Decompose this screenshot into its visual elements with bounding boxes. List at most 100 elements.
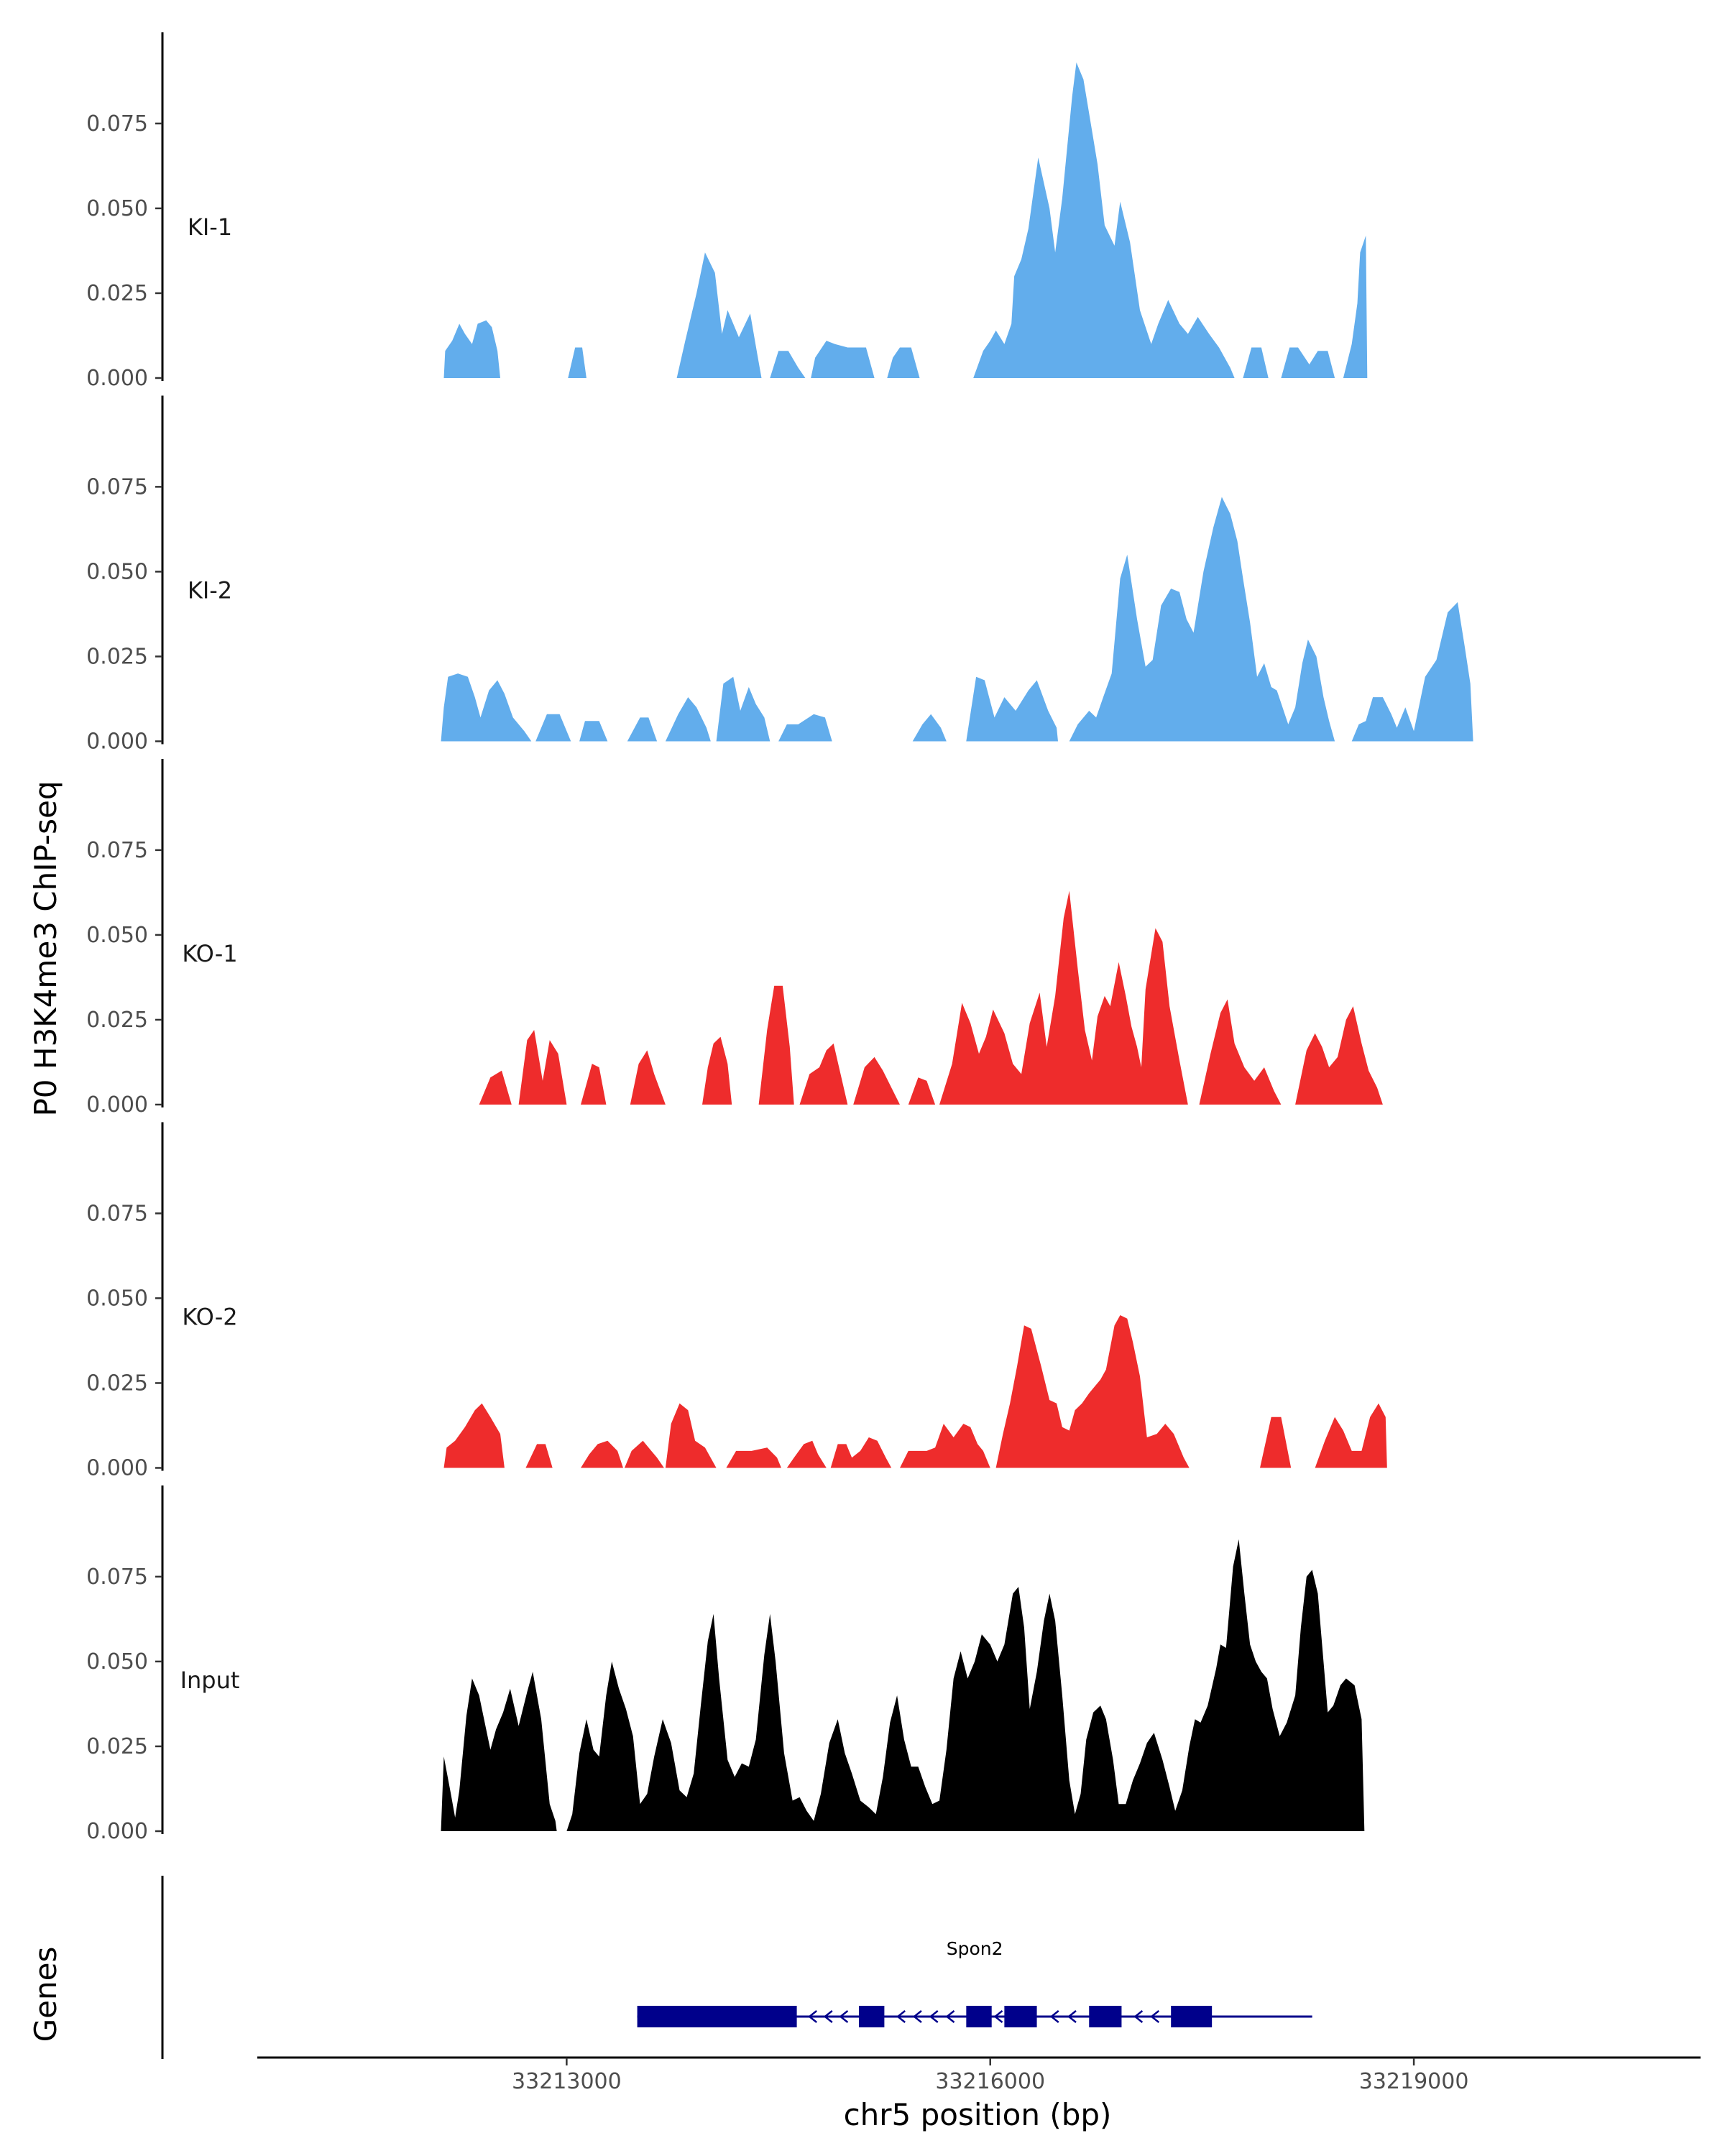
y-tick-label: 0.025: [86, 1008, 148, 1033]
signal-area: [568, 347, 586, 378]
track-label: KI-2: [188, 576, 232, 604]
exon-block: [1089, 2006, 1122, 2027]
strand-arrow: [993, 2010, 1003, 2023]
signal-area: [443, 1403, 505, 1468]
strand-arrow: [929, 2010, 939, 2023]
x-axis: 33213000 33216000 33219000: [257, 2056, 1701, 2094]
gene-track: Spon2: [161, 1876, 1312, 2059]
y-tick-label: 0.050: [86, 1286, 148, 1311]
signal-area: [1243, 347, 1269, 378]
signal-area: [1281, 347, 1335, 378]
signal-area: [665, 697, 711, 742]
signal-area: [443, 320, 500, 378]
signal-area: [1199, 999, 1282, 1105]
track-label: KO-1: [182, 940, 237, 967]
track-ki-1: 0.000 0.025 0.050 0.075 KI-1: [86, 32, 1368, 391]
signal-area: [518, 1030, 567, 1105]
track-label: KO-2: [182, 1303, 237, 1330]
track-label: KI-1: [188, 213, 232, 241]
signal-area: [887, 347, 920, 378]
strand-arrow: [1067, 2010, 1077, 2023]
signal-area: [441, 1672, 557, 1831]
x-tick-label: 33219000: [1359, 2069, 1469, 2094]
y-tick-label: 0.075: [86, 838, 148, 863]
x-axis-title: chr5 position (bp): [844, 2097, 1112, 2132]
signal-area: [566, 1539, 1365, 1831]
strand-arrow: [912, 2010, 922, 2023]
signal-area: [624, 1440, 664, 1468]
y-tick-label: 0.075: [86, 474, 148, 499]
gene-track-title: Genes: [28, 1947, 63, 2042]
track-ko-1: 0.000 0.025 0.050 0.075 KO-1: [86, 759, 1383, 1118]
signal-area: [900, 1424, 990, 1468]
y-tick-label: 0.050: [86, 923, 148, 948]
track-ki-2: 0.000 0.025 0.050 0.075 KI-2: [86, 395, 1473, 755]
strand-arrow: [1049, 2010, 1059, 2023]
signal-area: [830, 1437, 892, 1468]
strand-arrow: [823, 2010, 833, 2023]
strand-arrow: [839, 2010, 849, 2023]
y-tick-label: 0.050: [86, 559, 148, 584]
strand-arrow: [896, 2010, 906, 2023]
signal-area: [966, 676, 1058, 742]
exon-block: [637, 2006, 797, 2027]
exon-block: [859, 2006, 885, 2027]
y-tick-label: 0.000: [86, 729, 148, 755]
signal-area: [1295, 1006, 1383, 1105]
signal-area: [799, 1044, 848, 1105]
signal-area: [1260, 1416, 1292, 1468]
signal-area: [1343, 235, 1368, 378]
y-tick-label: 0.000: [86, 366, 148, 391]
y-axis-title: P0 H3K4me3 ChIP-seq: [28, 780, 63, 1116]
y-tick-label: 0.075: [86, 111, 148, 137]
y-tick-label: 0.025: [86, 1734, 148, 1759]
strand-arrow: [1150, 2010, 1160, 2023]
y-tick-label: 0.075: [86, 1201, 148, 1226]
signal-area: [627, 717, 658, 742]
y-tick-label: 0.050: [86, 1649, 148, 1674]
signal-area: [770, 351, 806, 378]
x-tick-label: 33216000: [935, 2069, 1045, 2094]
signal-area: [1315, 1403, 1387, 1468]
signal-area: [479, 1070, 512, 1105]
y-tick-label: 0.000: [86, 1456, 148, 1481]
signal-area: [441, 673, 532, 742]
exon-block: [966, 2006, 992, 2027]
signal-area: [525, 1444, 553, 1468]
signal-area: [758, 985, 794, 1105]
strand-arrow: [945, 2010, 955, 2023]
signal-area: [676, 252, 762, 378]
signal-area: [1351, 602, 1473, 742]
y-tick-label: 0.025: [86, 281, 148, 306]
y-tick-label: 0.000: [86, 1819, 148, 1844]
signal-area: [912, 714, 947, 742]
exon-block: [1004, 2006, 1037, 2027]
y-tick-label: 0.075: [86, 1565, 148, 1590]
strand-arrow: [1133, 2010, 1144, 2023]
signal-area: [1069, 497, 1335, 742]
y-tick-label: 0.000: [86, 1092, 148, 1118]
exon-block: [1171, 2006, 1213, 2027]
signal-area: [665, 1403, 717, 1468]
y-tick-label: 0.025: [86, 644, 148, 669]
signal-area: [726, 1447, 781, 1468]
signal-area: [579, 721, 608, 742]
signal-area: [973, 62, 1235, 379]
signal-area: [778, 714, 832, 742]
signal-area: [702, 1036, 732, 1105]
track-ko-2: 0.000 0.025 0.050 0.075 KO-2: [86, 1122, 1387, 1481]
track-input: 0.000 0.025 0.050 0.075 Input: [86, 1485, 1365, 1844]
signal-area: [581, 1064, 607, 1105]
signal-area: [630, 1050, 666, 1105]
signal-area: [716, 676, 770, 742]
y-tick-label: 0.025: [86, 1370, 148, 1396]
y-tick-label: 0.050: [86, 196, 148, 221]
strand-arrow: [808, 2010, 817, 2023]
signal-area: [995, 1315, 1190, 1468]
signal-area: [581, 1440, 623, 1468]
track-label: Input: [180, 1667, 240, 1694]
signal-area: [535, 714, 571, 742]
signal-area: [939, 890, 1188, 1105]
gene-name-label: Spon2: [947, 1938, 1003, 1959]
